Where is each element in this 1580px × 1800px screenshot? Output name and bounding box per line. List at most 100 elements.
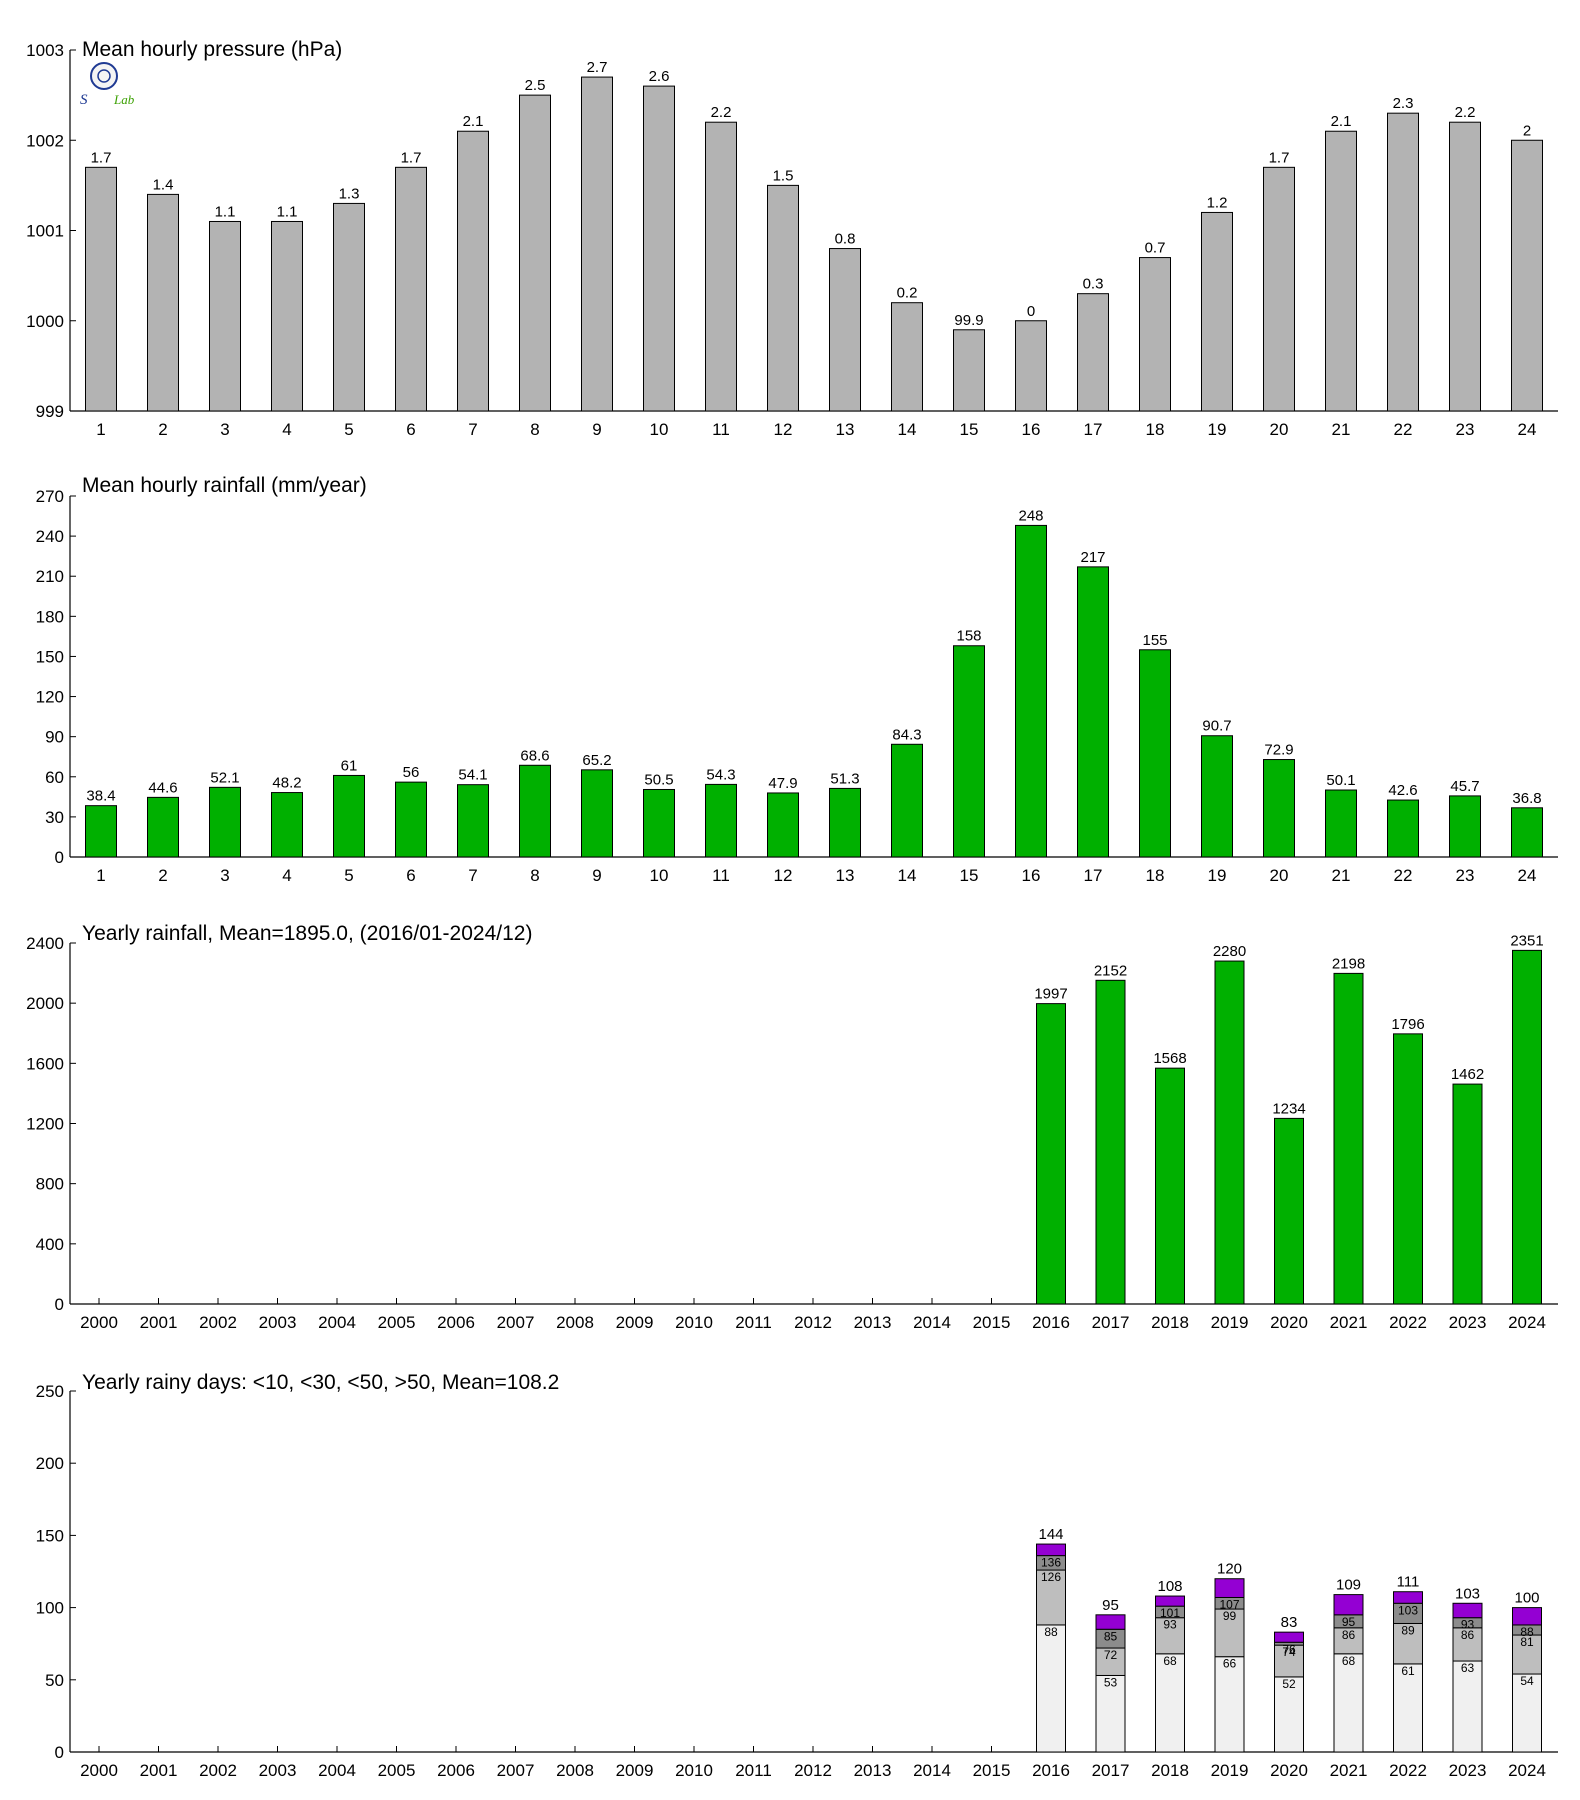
pressure-bar xyxy=(1263,166,1295,412)
pressure-bar xyxy=(1015,320,1047,412)
pressure-bar xyxy=(891,302,923,412)
hourly-rainfall-x-tick-label: 2 xyxy=(158,866,167,885)
rainy-days-chart-title: Yearly rainy days: <10, <30, <50, >50, M… xyxy=(82,1371,559,1394)
pressure-bar xyxy=(705,121,737,412)
lab-logo: S Lab xyxy=(80,62,135,108)
yearly-rainfall-x-tick-label: 2006 xyxy=(437,1313,475,1332)
rainy-days-lt30-segment xyxy=(1095,1647,1126,1676)
rainy-days-lt10-segment xyxy=(1274,1676,1304,1753)
yearly-rainfall-x-tick-label: 2009 xyxy=(616,1313,654,1332)
pressure-x-tick-label: 10 xyxy=(650,420,669,439)
yearly-rainfall-data-label: 1462 xyxy=(1451,1066,1484,1083)
pressure-data-label: 1.5 xyxy=(773,167,794,184)
hourly-rainfall-data-label: 68.6 xyxy=(520,747,549,764)
hourly-rainfall-y-tick-label: 210 xyxy=(36,567,64,586)
rainy-days-lt10-label: 68 xyxy=(1163,1654,1177,1668)
hourly-rainfall-data-label: 48.2 xyxy=(272,775,301,792)
hourly-rainfall-bar xyxy=(643,788,675,858)
rainy-days-lt10-segment xyxy=(1214,1656,1245,1753)
rainy-days-x-tick-label: 2019 xyxy=(1211,1761,1249,1780)
rainy-days-lt30-label: 74 xyxy=(1282,1645,1296,1659)
yearly-rainfall-data-label: 1796 xyxy=(1391,1016,1424,1033)
hourly-rainfall-x-tick-label: 10 xyxy=(650,866,669,885)
rainy-days-lt10-label: 53 xyxy=(1104,1675,1118,1689)
rainy-days-x-tick-label: 2022 xyxy=(1389,1761,1427,1780)
pressure-x-tick-label: 5 xyxy=(344,420,353,439)
rainy-days-total-label: 103 xyxy=(1455,1585,1480,1602)
pressure-x-tick-label: 3 xyxy=(220,420,229,439)
pressure-data-label: 0.2 xyxy=(897,285,918,302)
pressure-data-label: 0 xyxy=(1027,303,1035,320)
yearly-rainfall-data-label: 2280 xyxy=(1213,943,1246,960)
pressure-data-label: 1.3 xyxy=(339,185,360,202)
yearly-rainfall-y-tick-label: 400 xyxy=(36,1235,64,1254)
hourly-rainfall-bar xyxy=(395,781,427,858)
hourly-rainfall-y-tick-label: 30 xyxy=(45,808,64,827)
pressure-x-tick-label: 14 xyxy=(898,420,917,439)
rainy-days-chart: 0 50 100 150 200 250 2000 2001 2002 2003 2004 2005 2… xyxy=(36,1382,1558,1780)
pressure-data-label: 0.8 xyxy=(835,231,856,248)
yearly-rainfall-bar xyxy=(1512,949,1542,1305)
yearly-rainfall-y-tick-label: 2400 xyxy=(26,934,64,953)
hourly-rainfall-bar xyxy=(1449,795,1481,858)
rainy-days-x-tick-label: 2000 xyxy=(80,1761,118,1780)
yearly-rainfall-chart: 0 400 800 1200 1600 2000 2400 2000 2001 2002 2003 2… xyxy=(26,932,1558,1332)
rainy-days-total-label: 111 xyxy=(1397,1574,1420,1591)
rainy-days-lt10-label: 63 xyxy=(1461,1661,1475,1675)
rainy-days-lt30-segment xyxy=(1214,1608,1245,1658)
pressure-y-tick-label: 1001 xyxy=(26,222,64,241)
rainy-days-lt30-segment xyxy=(1333,1627,1364,1655)
rainy-days-x-tick-label: 2003 xyxy=(259,1761,297,1780)
yearly-rainfall-x-tick-label: 2022 xyxy=(1389,1313,1427,1332)
rainy-days-total-label: 95 xyxy=(1102,1597,1119,1614)
yearly-rainfall-x-tick-label: 2007 xyxy=(497,1313,535,1332)
rainy-days-lt50-label: 103 xyxy=(1398,1603,1418,1617)
hourly-rainfall-x-tick-label: 11 xyxy=(712,866,730,885)
yearly-rainfall-x-tick-label: 2019 xyxy=(1211,1313,1249,1332)
hourly-rainfall-bar xyxy=(85,805,117,858)
hourly-rainfall-data-label: 84.3 xyxy=(892,726,921,743)
hourly-rainfall-bar xyxy=(147,796,179,858)
pressure-bar xyxy=(1325,130,1357,412)
rainy-days-lt10-label: 66 xyxy=(1223,1657,1237,1671)
rainy-days-x-tick-label: 2013 xyxy=(854,1761,892,1780)
rainy-days-total-label: 109 xyxy=(1336,1577,1361,1594)
rainy-days-gt50-segment xyxy=(1512,1607,1542,1626)
rainy-days-x-tick-label: 2017 xyxy=(1092,1761,1130,1780)
pressure-x-tick-label: 20 xyxy=(1270,420,1289,439)
yearly-rainfall-x-tick-label: 2016 xyxy=(1032,1313,1070,1332)
rainy-days-x-tick-label: 2001 xyxy=(140,1761,178,1780)
yearly-rainfall-x-tick-label: 2005 xyxy=(378,1313,416,1332)
rainy-days-x-tick-label: 2005 xyxy=(378,1761,416,1780)
pressure-x-tick-label: 17 xyxy=(1084,420,1103,439)
pressure-bar xyxy=(209,220,241,412)
yearly-rainfall-bar xyxy=(1095,979,1126,1305)
hourly-rainfall-bar xyxy=(1201,735,1233,858)
pressure-data-label: 1.1 xyxy=(277,203,298,220)
yearly-rainfall-bar xyxy=(1155,1067,1185,1305)
yearly-rainfall-x-tick-label: 2011 xyxy=(735,1313,772,1332)
hourly-rainfall-x-tick-label: 3 xyxy=(220,866,229,885)
hourly-rainfall-x-tick-label: 12 xyxy=(774,866,793,885)
pressure-data-label: 2.5 xyxy=(525,77,546,94)
rainy-days-gt50-segment xyxy=(1214,1578,1245,1598)
pressure-bar xyxy=(85,166,117,412)
rainy-days-lt30-segment xyxy=(1452,1627,1483,1662)
rainy-days-lt10-label: 61 xyxy=(1401,1664,1415,1678)
hourly-rainfall-x-tick-label: 1 xyxy=(96,866,105,885)
yearly-rainfall-data-label: 1997 xyxy=(1034,986,1067,1003)
rainy-days-lt50-label: 107 xyxy=(1219,1597,1239,1611)
rainy-days-gt50-segment xyxy=(1036,1543,1066,1557)
pressure-bar xyxy=(953,329,985,412)
hourly-rainfall-bar xyxy=(333,774,365,858)
hourly-rainfall-data-label: 72.9 xyxy=(1264,742,1293,759)
pressure-data-label: 2.3 xyxy=(1393,95,1414,112)
pressure-data-label: 1.4 xyxy=(153,176,174,193)
hourly-rainfall-bar xyxy=(457,784,489,858)
rainy-days-lt30-label: 81 xyxy=(1520,1635,1534,1649)
rainy-days-y-tick-label: 250 xyxy=(36,1382,64,1401)
yearly-rainfall-data-label: 2198 xyxy=(1332,955,1365,972)
hourly-rainfall-bar xyxy=(1511,807,1543,858)
